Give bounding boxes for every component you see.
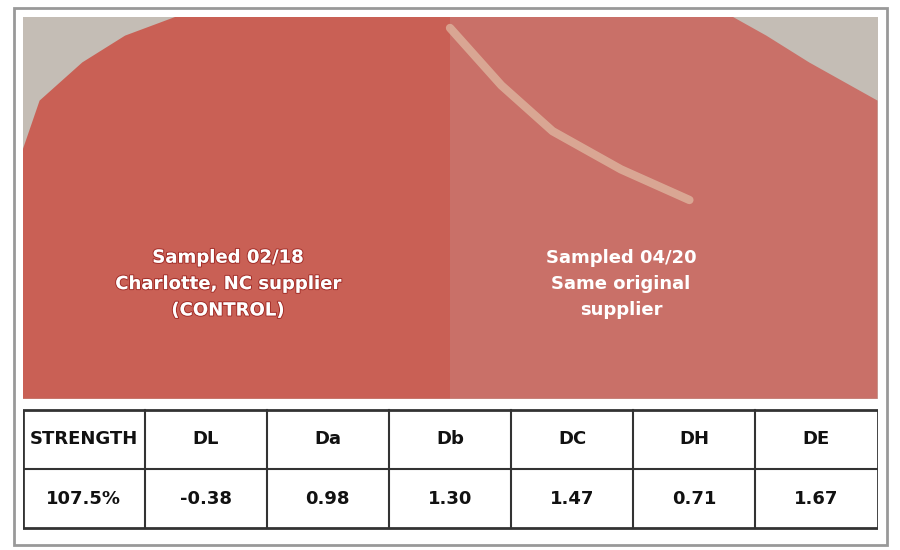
Polygon shape bbox=[22, 16, 450, 399]
Text: Sampled 04/20
Same original
supplier: Sampled 04/20 Same original supplier bbox=[545, 249, 697, 320]
Text: DH: DH bbox=[680, 430, 709, 448]
Text: -0.38: -0.38 bbox=[180, 490, 231, 508]
Text: 1.30: 1.30 bbox=[428, 490, 473, 508]
Text: Da: Da bbox=[314, 430, 341, 448]
Text: 0.71: 0.71 bbox=[672, 490, 716, 508]
Text: Db: Db bbox=[436, 430, 464, 448]
Text: DL: DL bbox=[193, 430, 219, 448]
Text: STRENGTH: STRENGTH bbox=[30, 430, 138, 448]
Text: 1.67: 1.67 bbox=[794, 490, 839, 508]
Text: 0.98: 0.98 bbox=[306, 490, 350, 508]
Polygon shape bbox=[450, 16, 878, 399]
Text: DC: DC bbox=[558, 430, 586, 448]
Text: 1.47: 1.47 bbox=[550, 490, 594, 508]
Text: Sampled 02/18
Charlotte, NC supplier
(CONTROL): Sampled 02/18 Charlotte, NC supplier (CO… bbox=[115, 249, 340, 320]
Text: 107.5%: 107.5% bbox=[46, 490, 122, 508]
Bar bbox=[22, 410, 878, 528]
Text: DE: DE bbox=[803, 430, 830, 448]
